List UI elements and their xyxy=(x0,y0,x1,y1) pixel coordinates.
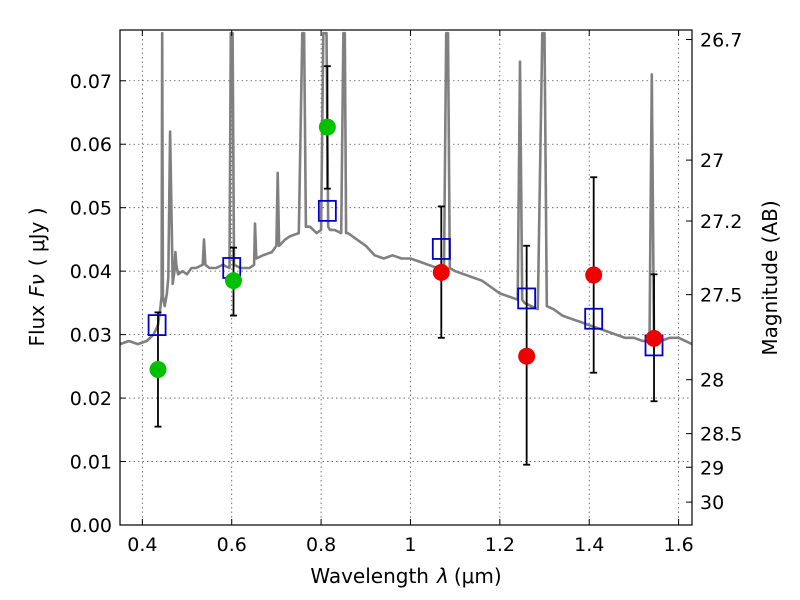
x-tick-label: 1 xyxy=(404,534,416,556)
plot-area xyxy=(120,31,692,466)
y-tick-label: 0.05 xyxy=(70,198,112,220)
observed-point xyxy=(318,118,336,136)
y2-tick-label: 28 xyxy=(700,370,724,392)
y2-tick-label: 28.5 xyxy=(700,424,742,446)
axis-ticks: 0.4 0.6 0.8 1 1.2 1.4 1.6 0.00 0.01 0.02 0.03 0.04 0… xyxy=(70,30,743,556)
x-tick-label: 0.4 xyxy=(127,534,157,556)
y2-tick-label: 29 xyxy=(700,457,724,479)
y2-tick-label: 26.7 xyxy=(700,30,742,52)
x-tick-label: 1.6 xyxy=(663,534,693,556)
y2-tick-label: 27.5 xyxy=(700,285,742,307)
plot-frame xyxy=(119,29,693,526)
model-point xyxy=(517,287,537,310)
model-point xyxy=(584,307,604,330)
y-axis-label: FluxFν( μJy ) xyxy=(25,207,49,346)
y-tick-label: 0.00 xyxy=(70,515,112,537)
grid-lines xyxy=(120,30,692,526)
y-tick-label: 0.01 xyxy=(70,452,112,474)
y-tick-label: 0.06 xyxy=(70,134,112,156)
observed-point xyxy=(585,266,603,284)
y2-tick-label: 30 xyxy=(700,492,724,514)
observed-point xyxy=(518,347,536,365)
x-tick-label: 1.2 xyxy=(485,534,515,556)
model-point xyxy=(147,314,167,336)
x-tick-label: 0.8 xyxy=(306,534,336,556)
y2-tick-label: 27.2 xyxy=(700,211,742,233)
spectrum-line xyxy=(120,31,692,346)
y-tick-label: 0.04 xyxy=(70,261,112,283)
observed-point xyxy=(149,361,167,379)
x-axis-label: Wavelength λ (μm) xyxy=(310,564,501,588)
y-tick-label: 0.02 xyxy=(70,388,112,410)
observed-point xyxy=(645,329,663,347)
observed-point xyxy=(432,263,450,281)
y-tick-label: 0.07 xyxy=(70,71,112,93)
observed-point xyxy=(225,272,243,290)
y2-tick-label: 27 xyxy=(700,150,724,172)
x-tick-label: 0.6 xyxy=(217,534,247,556)
model-point xyxy=(317,199,337,222)
y-tick-label: 0.03 xyxy=(70,325,112,347)
y2-axis-label: Magnitude (AB) xyxy=(758,200,782,355)
model-point xyxy=(431,238,451,260)
x-tick-label: 1.4 xyxy=(574,534,604,556)
